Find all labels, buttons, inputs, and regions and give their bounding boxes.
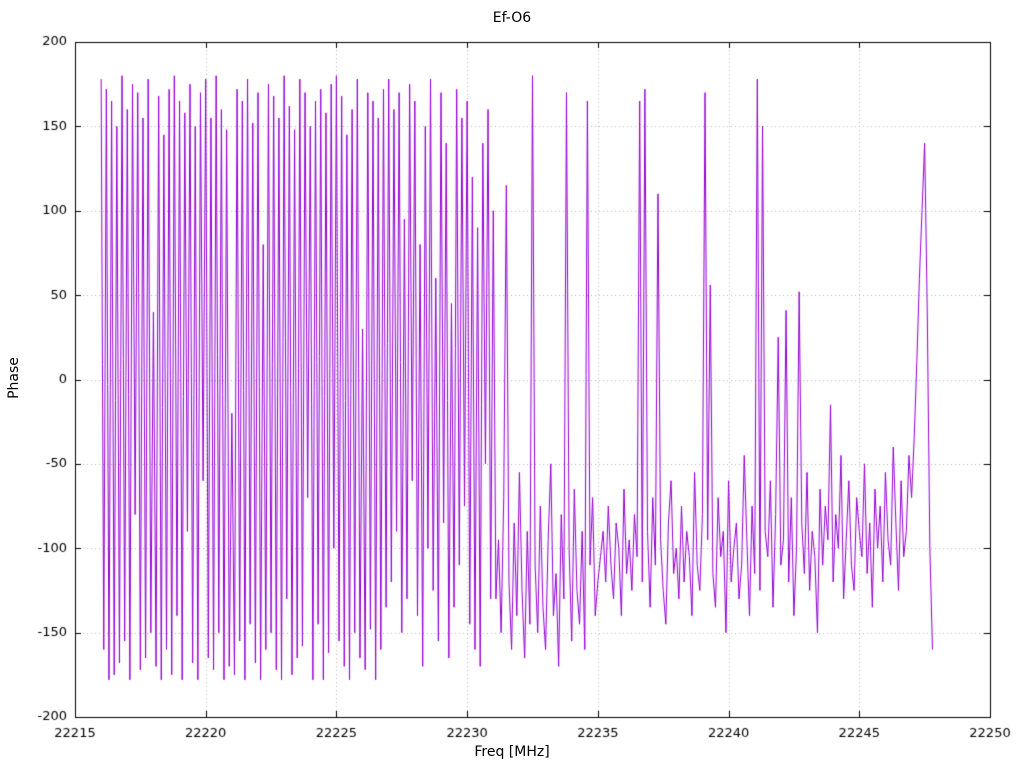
y-axis-label: Phase [6, 357, 22, 399]
x-axis-label: Freq [MHz] [474, 744, 550, 760]
chart-title: Ef-O6 [492, 10, 532, 26]
